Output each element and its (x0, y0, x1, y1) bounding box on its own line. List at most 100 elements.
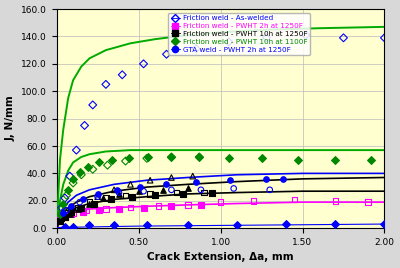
Point (109, 158, 116, 162)
Point (80, 210, 86, 214)
Point (68, 210, 75, 214)
Point (136, 189, 142, 193)
Point (70, 181, 76, 185)
Point (127, 206, 134, 210)
Point (108, 197, 114, 202)
Point (96, 160, 102, 165)
Point (209, 191, 216, 195)
Point (152, 193, 158, 198)
Point (155, 204, 162, 209)
Point (163, 52, 170, 56)
Point (190, 174, 196, 178)
Point (67, 212, 73, 217)
Point (332, 158, 338, 162)
Point (63, 208, 70, 213)
Point (68, 204, 75, 209)
Point (180, 192, 186, 196)
Point (104, 163, 111, 167)
Point (111, 188, 117, 192)
Point (144, 223, 150, 228)
Point (86, 200, 93, 204)
Point (122, 193, 129, 198)
Point (103, 82, 109, 87)
Point (83, 208, 90, 213)
Point (193, 180, 199, 184)
Point (57, 212, 63, 217)
Point (126, 156, 132, 161)
Point (266, 188, 273, 192)
Point (145, 155, 152, 159)
Point (111, 223, 117, 228)
Point (63, 193, 70, 198)
Point (263, 177, 270, 181)
Point (185, 203, 191, 207)
Point (70, 211, 76, 215)
Point (85, 164, 91, 169)
Point (116, 192, 122, 196)
Point (140, 206, 147, 210)
Point (381, 222, 388, 226)
Point (196, 155, 202, 159)
Point (196, 155, 202, 159)
X-axis label: Crack Extension, Δa, mm: Crack Extension, Δa, mm (147, 252, 294, 262)
Point (94, 195, 101, 199)
Point (76, 170, 83, 174)
Legend: Friction weld - As-welded, Friction weld - PWHT 2h at 1250F, Friction weld - PWH: Friction weld - As-welded, Friction weld… (168, 13, 310, 55)
Point (96, 208, 102, 213)
Point (78, 206, 84, 210)
Point (332, 222, 338, 226)
Point (140, 62, 147, 66)
Point (137, 185, 144, 189)
Point (302, 33, 309, 37)
Point (250, 199, 256, 203)
Point (62, 225, 68, 229)
Point (99, 196, 106, 200)
Point (76, 200, 83, 204)
Point (60, 211, 66, 215)
Point (168, 155, 175, 159)
Point (168, 204, 175, 209)
Point (198, 203, 204, 207)
Point (62, 214, 68, 218)
Point (114, 188, 120, 192)
Point (70, 177, 76, 181)
Point (62, 215, 68, 219)
Y-axis label: J, N/mm: J, N/mm (6, 96, 16, 142)
Point (147, 192, 153, 196)
Point (57, 219, 63, 224)
Point (62, 196, 68, 200)
Point (65, 211, 71, 215)
Point (294, 158, 301, 162)
Point (163, 182, 170, 187)
Point (116, 191, 122, 195)
Point (185, 223, 191, 228)
Point (144, 156, 150, 161)
Point (185, 186, 191, 191)
Point (75, 207, 81, 211)
Point (73, 148, 80, 152)
Point (86, 223, 93, 228)
Point (68, 212, 75, 217)
Point (168, 175, 175, 180)
Point (103, 207, 109, 211)
Point (94, 195, 101, 199)
Point (78, 173, 84, 177)
Point (70, 225, 76, 229)
Point (160, 188, 166, 192)
Point (90, 167, 96, 172)
Point (58, 207, 65, 211)
Point (283, 222, 289, 226)
Point (280, 177, 286, 181)
Point (122, 159, 129, 163)
Point (340, 36, 347, 40)
Point (90, 103, 96, 107)
Point (129, 195, 135, 199)
Point (140, 189, 147, 193)
Point (381, 36, 388, 40)
Point (91, 201, 98, 206)
Point (368, 158, 374, 162)
Point (57, 219, 63, 224)
Point (201, 191, 207, 195)
Point (332, 199, 338, 203)
Point (173, 191, 180, 195)
